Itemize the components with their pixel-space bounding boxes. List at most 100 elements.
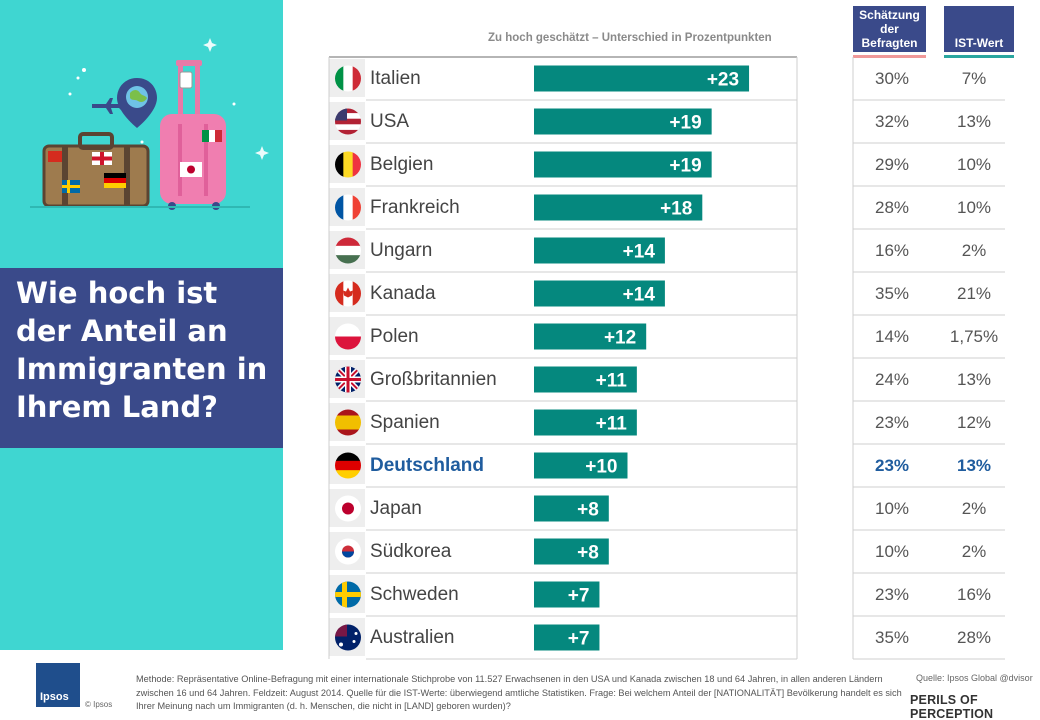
actual-value: 13% <box>956 455 992 475</box>
country-label: Spanien <box>370 411 440 433</box>
copyright: © Ipsos <box>85 700 113 709</box>
country-label: Japan <box>370 497 422 519</box>
travel-luggage-illustration <box>30 38 269 210</box>
estimate-value: 28% <box>874 197 910 217</box>
usa-flag <box>335 108 361 135</box>
bar-chart: +23 +19 +19 +18 +14 +14 +12 +11 +11 +10 +8 +8 +7 +7 <box>328 56 1005 660</box>
left-panel: Wie hoch ist der Anteil an Immigranten i… <box>0 0 283 650</box>
bar-value-label: +19 <box>669 156 701 177</box>
hungary-flag <box>335 237 361 264</box>
bar-italien <box>534 65 750 92</box>
australia-flag <box>335 624 361 651</box>
bar-südkorea <box>534 538 609 565</box>
country-label: Ungarn <box>370 239 433 261</box>
actual-value: 28% <box>956 627 992 647</box>
actual-value: 12% <box>956 412 992 432</box>
bar-value-label: +18 <box>660 199 692 220</box>
methodology-note: Methode: Repräsentative Online-Befragung… <box>136 674 902 711</box>
bar-kanada <box>534 280 665 307</box>
actual-value: 1,75% <box>949 326 999 346</box>
estimate-value: 14% <box>874 326 910 346</box>
bar-value-label: +19 <box>669 113 701 134</box>
ipsos-logo: Ipsos <box>36 663 80 707</box>
actual-header-underline <box>944 55 1014 58</box>
bar-value-label: +10 <box>585 457 617 478</box>
estimate-value: 16% <box>874 240 910 260</box>
bar-deutschland <box>534 452 628 479</box>
sweden-flag <box>335 581 361 608</box>
actual-value: 10% <box>956 154 992 174</box>
italy-flag <box>335 65 361 92</box>
actual-value: 2% <box>961 498 987 518</box>
bar-value-label: +14 <box>623 242 656 263</box>
bar-spanien <box>534 409 637 436</box>
bar-schweden <box>534 581 600 608</box>
source-note: Quelle: Ipsos Global @dvisor <box>916 673 1033 683</box>
country-label: Kanada <box>370 282 436 304</box>
estimate-column-header: Schätzung der Befragten <box>853 6 926 52</box>
poland-flag <box>335 323 361 350</box>
chart-caption: Zu hoch geschätzt – Unterschied in Proze… <box>488 32 772 44</box>
country-label: Italien <box>370 67 421 89</box>
country-label: Frankreich <box>370 196 460 218</box>
estimate-value: 10% <box>874 541 910 561</box>
ipsos-logo-text: Ipsos <box>40 691 69 703</box>
actual-value: 2% <box>961 541 987 561</box>
estimate-header-underline <box>853 55 926 58</box>
estimate-value: 35% <box>874 283 910 303</box>
belgium-flag <box>335 151 361 178</box>
country-label: Australien <box>370 626 455 648</box>
actual-column-label: IST-Wert <box>954 36 1004 50</box>
estimate-value: 23% <box>874 412 910 432</box>
bar-value-label: +11 <box>596 371 628 392</box>
estimate-value: 29% <box>874 154 910 174</box>
bar-value-label: +14 <box>623 285 656 306</box>
bar-frankreich <box>534 194 703 221</box>
location-pin-icon <box>117 78 157 128</box>
country-label: Belgien <box>370 153 434 175</box>
actual-value: 7% <box>961 68 987 88</box>
france-flag <box>335 194 361 221</box>
estimate-value: 32% <box>874 111 910 131</box>
estimate-value: 30% <box>874 68 910 88</box>
actual-column-header: IST-Wert <box>944 6 1014 52</box>
actual-value: 16% <box>956 584 992 604</box>
brand-footer: PERILS OF PERCEPTION <box>910 693 994 720</box>
bar-großbritannien <box>534 366 637 393</box>
country-label: Polen <box>370 325 419 347</box>
title-box: Wie hoch ist der Anteil an Immigranten i… <box>0 268 283 448</box>
country-label: Schweden <box>370 583 459 605</box>
page-title: Wie hoch ist der Anteil an Immigranten i… <box>16 276 268 424</box>
actual-value: 2% <box>961 240 987 260</box>
country-label: USA <box>370 110 410 132</box>
uk-flag <box>335 366 361 393</box>
country-label: Großbritannien <box>370 368 497 390</box>
bar-value-label: +7 <box>568 629 590 650</box>
estimate-value: 24% <box>874 369 910 389</box>
country-label: Deutschland <box>370 454 485 476</box>
bar-japan <box>534 495 609 522</box>
bar-usa <box>534 108 712 135</box>
canada-flag <box>335 280 361 307</box>
bar-value-label: +8 <box>577 500 599 521</box>
bar-value-label: +11 <box>596 414 628 435</box>
bar-value-label: +7 <box>568 586 590 607</box>
pink-trolley-icon <box>160 60 226 210</box>
country-label: Südkorea <box>370 540 452 562</box>
plane-icon <box>92 98 123 114</box>
germany-flag <box>335 452 361 479</box>
bar-australien <box>534 624 600 651</box>
bar-value-label: +8 <box>577 543 599 564</box>
estimate-value: 35% <box>874 627 910 647</box>
bar-belgien <box>534 151 712 178</box>
bar-polen <box>534 323 647 350</box>
spain-flag <box>335 409 361 436</box>
estimate-value: 23% <box>874 455 910 475</box>
south-korea-flag <box>335 538 361 565</box>
estimate-value: 23% <box>874 584 910 604</box>
japan-flag <box>335 495 361 522</box>
actual-value: 10% <box>956 197 992 217</box>
actual-value: 21% <box>956 283 992 303</box>
actual-value: 13% <box>956 111 992 131</box>
bar-ungarn <box>534 237 665 264</box>
